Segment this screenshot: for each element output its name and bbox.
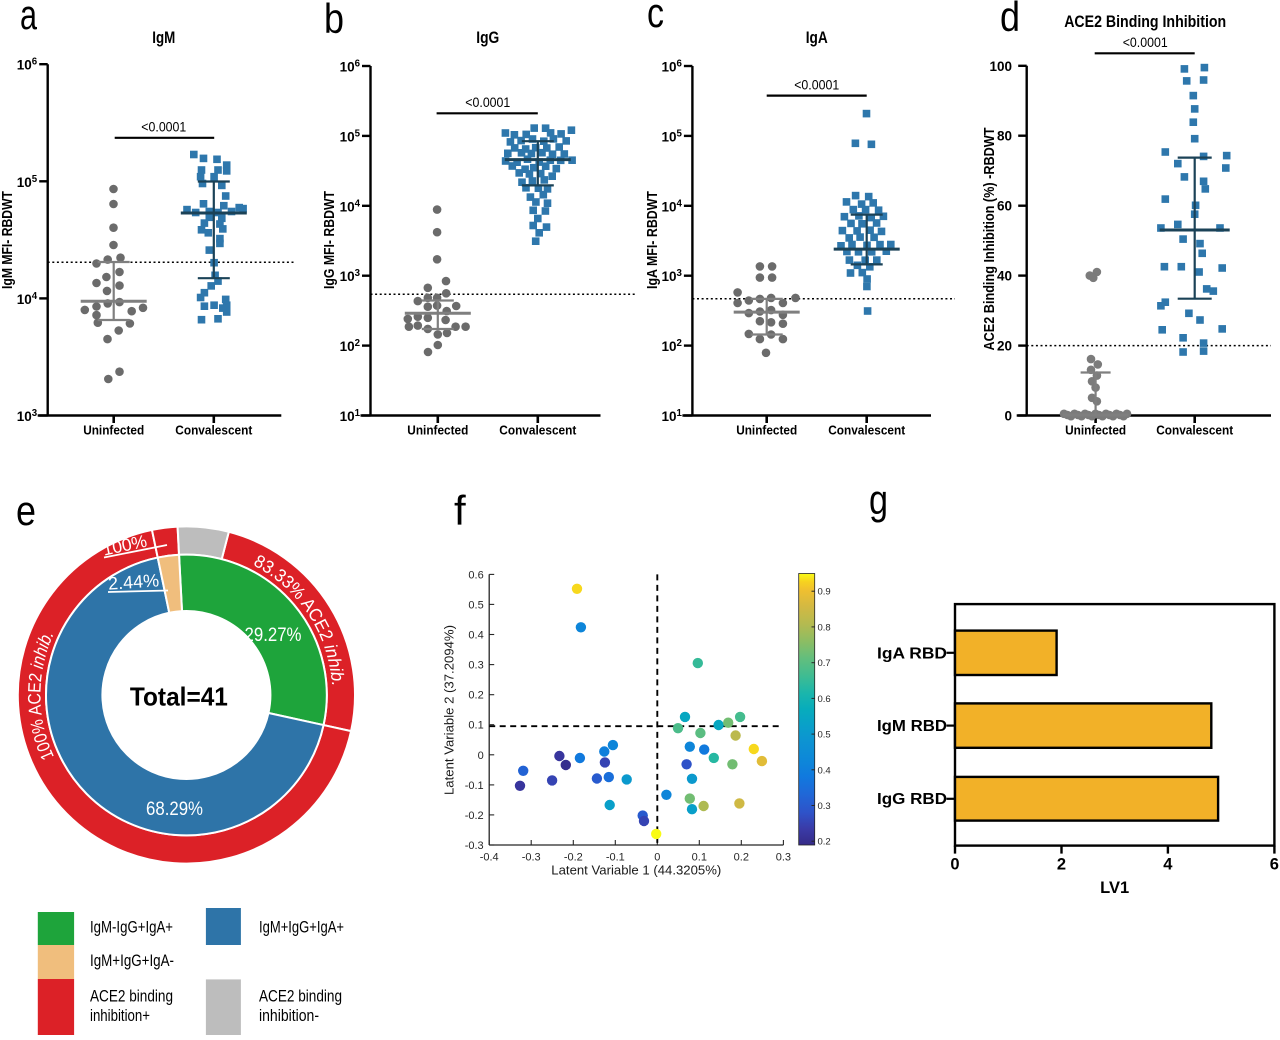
svg-text:IgG RBD: IgG RBD	[877, 791, 947, 808]
svg-text:inhibition+: inhibition+	[90, 1006, 150, 1025]
svg-text:0.4: 0.4	[468, 630, 483, 642]
svg-text:0.3: 0.3	[468, 660, 483, 672]
svg-text:Latent Variable 2 (37.2094%): Latent Variable 2 (37.2094%)	[443, 625, 457, 795]
svg-text:IgM+IgG+IgA-: IgM+IgG+IgA-	[90, 951, 174, 970]
svg-text:e: e	[16, 487, 36, 534]
svg-text:0.2: 0.2	[468, 690, 483, 702]
svg-text:0.3: 0.3	[776, 852, 791, 864]
svg-text:0.2: 0.2	[818, 837, 831, 848]
svg-text:0.6: 0.6	[468, 569, 483, 581]
svg-text:Uninfected: Uninfected	[736, 423, 797, 438]
svg-text:0.4: 0.4	[818, 765, 831, 776]
svg-text:0.6: 0.6	[818, 694, 831, 705]
svg-text:IgM+IgG+IgA+: IgM+IgG+IgA+	[259, 918, 344, 937]
svg-text:IgA RBD: IgA RBD	[877, 645, 947, 662]
svg-text:Convalescent: Convalescent	[175, 423, 253, 438]
svg-text:0.3: 0.3	[818, 801, 831, 812]
svg-text:-0.2: -0.2	[564, 852, 583, 864]
svg-text:f: f	[454, 487, 466, 534]
svg-text:Latent Variable 1 (44.3205%): Latent Variable 1 (44.3205%)	[551, 864, 721, 878]
svg-text:<0.0001: <0.0001	[141, 119, 186, 135]
svg-text:IgG: IgG	[476, 28, 499, 47]
svg-text:g: g	[869, 476, 888, 523]
svg-text:ACE2 binding: ACE2 binding	[90, 987, 173, 1006]
svg-text:0.7: 0.7	[818, 658, 831, 669]
svg-text:Total=41: Total=41	[130, 682, 228, 712]
svg-text:-0.4: -0.4	[480, 852, 499, 864]
svg-text:LV1: LV1	[1100, 879, 1129, 897]
svg-text:Convalescent: Convalescent	[1156, 423, 1234, 438]
svg-text:29.27%: 29.27%	[245, 624, 302, 646]
svg-text:Convalescent: Convalescent	[499, 423, 577, 438]
svg-text:IgM RBD: IgM RBD	[877, 718, 947, 735]
svg-text:100: 100	[989, 59, 1012, 74]
svg-text:ACE2 Binding Inhibition (%) -R: ACE2 Binding Inhibition (%) -RBDWT	[981, 128, 998, 351]
svg-text:IgA: IgA	[806, 28, 828, 47]
svg-text:0.8: 0.8	[818, 622, 831, 633]
svg-text:0: 0	[654, 852, 660, 864]
svg-text:4: 4	[1163, 856, 1173, 874]
svg-text:inhibition-: inhibition-	[259, 1006, 319, 1025]
svg-text:0.2: 0.2	[734, 852, 749, 864]
svg-text:0.9: 0.9	[818, 587, 831, 598]
svg-text:0.1: 0.1	[468, 720, 483, 732]
svg-text:Uninfected: Uninfected	[407, 423, 468, 438]
svg-text:Uninfected: Uninfected	[1065, 423, 1126, 438]
svg-text:40: 40	[997, 269, 1012, 284]
svg-text:2.44%: 2.44%	[107, 570, 159, 594]
svg-text:-0.3: -0.3	[465, 840, 484, 852]
svg-text:60: 60	[997, 199, 1012, 214]
svg-text:d: d	[1000, 0, 1020, 40]
svg-text:IgG MFI- RBDWT: IgG MFI- RBDWT	[321, 191, 338, 289]
svg-text:20: 20	[997, 339, 1012, 354]
svg-text:-0.1: -0.1	[465, 780, 484, 792]
svg-text:-0.2: -0.2	[465, 810, 484, 822]
svg-text:-0.3: -0.3	[522, 852, 541, 864]
svg-text:0: 0	[478, 750, 484, 762]
svg-text:0.1: 0.1	[692, 852, 707, 864]
svg-text:<0.0001: <0.0001	[465, 94, 510, 110]
svg-text:IgM: IgM	[152, 28, 175, 47]
svg-text:Uninfected: Uninfected	[83, 423, 144, 438]
svg-text:IgM MFI- RBDWT: IgM MFI- RBDWT	[0, 191, 16, 289]
svg-text:IgA MFI- RBDWT: IgA MFI- RBDWT	[644, 191, 661, 289]
svg-text:0: 0	[950, 856, 959, 874]
svg-text:0.5: 0.5	[818, 730, 831, 741]
svg-text:6: 6	[1270, 856, 1279, 874]
svg-text:c: c	[647, 0, 664, 36]
svg-text:ACE2 Binding Inhibition: ACE2 Binding Inhibition	[1064, 12, 1226, 31]
svg-text:0.5: 0.5	[468, 599, 483, 611]
svg-text:80: 80	[997, 129, 1012, 144]
svg-text:0: 0	[1004, 409, 1012, 424]
svg-text:<0.0001: <0.0001	[794, 77, 839, 93]
svg-text:Convalescent: Convalescent	[828, 423, 906, 438]
svg-text:-0.1: -0.1	[606, 852, 625, 864]
svg-text:a: a	[20, 0, 37, 38]
svg-text:IgM-IgG+IgA+: IgM-IgG+IgA+	[90, 918, 173, 937]
svg-text:b: b	[324, 0, 344, 42]
svg-text:68.29%: 68.29%	[146, 798, 203, 820]
svg-text:2: 2	[1057, 856, 1066, 874]
svg-text:<0.0001: <0.0001	[1123, 34, 1168, 50]
svg-text:ACE2 binding: ACE2 binding	[259, 987, 342, 1006]
